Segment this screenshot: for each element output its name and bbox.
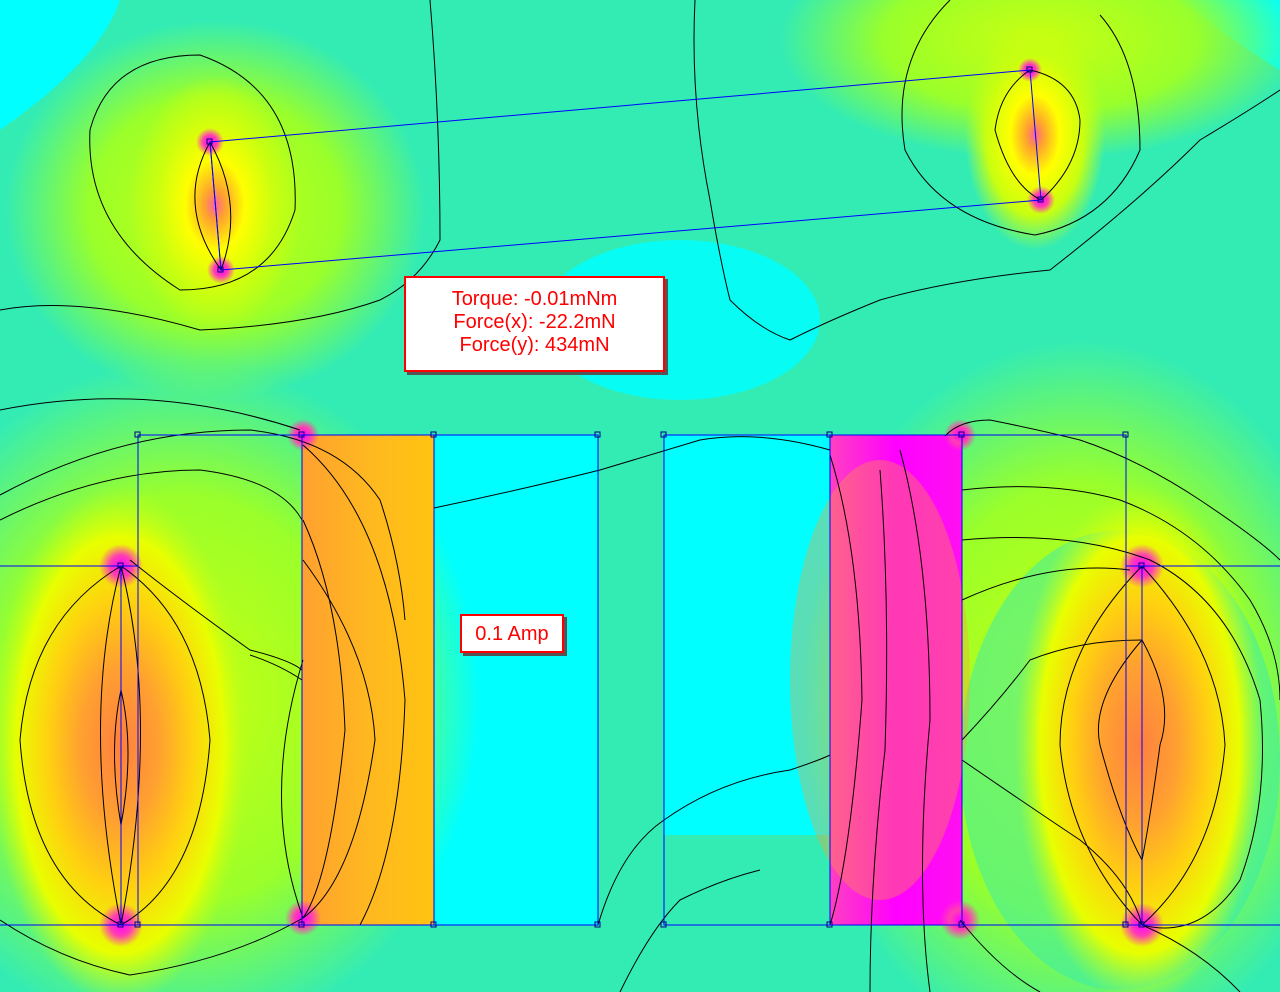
force-results-label: Torque: -0.01mNm Force(x): -22.2mN Force… — [404, 276, 665, 372]
right-coil-outline — [1125, 565, 1143, 926]
left-coil-outline — [120, 565, 139, 926]
torque-text: Torque: -0.01mNm — [451, 288, 618, 310]
current-text: 0.1 Amp — [475, 623, 549, 645]
force-x-text: Force(x): -22.2mN — [453, 311, 616, 333]
model-geometry — [0, 69, 1280, 926]
force-y-text: Force(y): 434mN — [459, 334, 610, 356]
geometry-nodes — [117, 66, 1145, 928]
current-label: 0.1 Amp — [460, 614, 564, 653]
